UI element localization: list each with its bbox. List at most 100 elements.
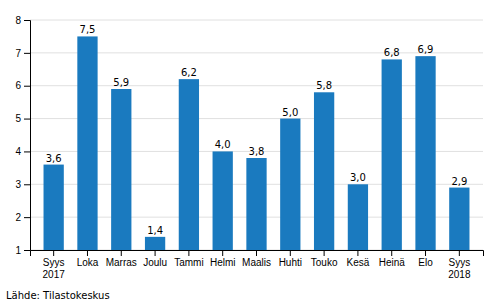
- bar: [348, 184, 368, 250]
- x-tick-label-line: Loka: [77, 257, 99, 268]
- y-tick-label: 3: [15, 179, 21, 190]
- data-label: 5,0: [282, 107, 298, 118]
- y-tick: 3: [15, 179, 30, 190]
- data-label: 2,9: [451, 176, 467, 187]
- x-tick-label-line: Helmi: [210, 257, 236, 268]
- bar: [213, 151, 233, 250]
- grid-line: [30, 52, 483, 53]
- x-tick: Huhti: [279, 250, 302, 268]
- y-tick-mark: [24, 86, 30, 87]
- data-label: 6,8: [384, 47, 400, 58]
- x-tick-label: Marras: [106, 257, 137, 268]
- x-tick-label: Syys2018: [448, 257, 471, 280]
- y-tick-label: 6: [15, 80, 21, 91]
- y-tick-mark: [24, 250, 30, 251]
- x-tick-label-line: Kesä: [347, 257, 370, 268]
- bar: [314, 92, 334, 250]
- x-tick-mark: [324, 250, 325, 256]
- y-tick-label: 2: [15, 212, 21, 223]
- bar: [111, 89, 131, 250]
- bar: [449, 188, 469, 250]
- y-tick: 6: [15, 80, 30, 91]
- x-tick-label-line: 2018: [448, 269, 471, 280]
- y-tick: 1: [15, 245, 30, 256]
- y-axis: 1 2 3 4 5 6 7 8: [15, 15, 30, 256]
- data-label: 1,4: [147, 225, 163, 236]
- x-tick-mark: [155, 250, 156, 256]
- y-tick-mark: [24, 217, 30, 218]
- x-tick-label-line: Touko: [311, 257, 338, 268]
- x-tick-label-line: Tammi: [174, 257, 203, 268]
- x-tick-label-line: Joulu: [143, 257, 167, 268]
- grid: [30, 20, 483, 250]
- x-tick-label-line: Huhti: [279, 257, 302, 268]
- x-tick: Helmi: [210, 250, 236, 268]
- bar: [77, 36, 97, 250]
- y-tick-label: 1: [15, 245, 21, 256]
- bar: [179, 79, 199, 250]
- x-tick-mark: [222, 250, 223, 256]
- x-tick: Kesä: [347, 250, 370, 268]
- x-tick-label: Loka: [77, 257, 99, 268]
- bar: [415, 56, 435, 250]
- x-tick-label: Heinä: [379, 257, 406, 268]
- plot: 1 2 3 4 5 6 7 8 Syys2017 Loka Marras Joulu Tammi Helm…: [15, 15, 483, 280]
- grid-line: [30, 118, 483, 119]
- y-tick-mark: [24, 119, 30, 120]
- x-tick-mark: [87, 250, 88, 256]
- x-tick: Loka: [77, 250, 99, 268]
- x-tick-label: Kesä: [347, 257, 370, 268]
- x-tick: Syys2018: [448, 250, 471, 280]
- x-tick-label: Joulu: [143, 257, 167, 268]
- y-tick: 5: [15, 113, 30, 124]
- y-tick-mark: [24, 53, 30, 54]
- data-label: 5,8: [316, 80, 332, 91]
- x-tick-mark: [290, 250, 291, 256]
- x-tick: Elo: [418, 250, 433, 268]
- x-tick-label: Elo: [418, 257, 433, 268]
- x-tick: Marras: [106, 250, 137, 268]
- bar: [382, 59, 402, 250]
- data-label: 5,9: [113, 77, 129, 88]
- x-tick-label-line: Marras: [106, 257, 137, 268]
- y-tick: 4: [15, 146, 30, 157]
- data-label: 4,0: [215, 139, 231, 150]
- x-tick-label-line: Maalis: [242, 257, 271, 268]
- y-tick-mark: [24, 20, 30, 21]
- x-axis-line: [31, 251, 484, 257]
- x-tick-label: Helmi: [210, 257, 236, 268]
- x-tick-label: Touko: [311, 257, 338, 268]
- bar: [44, 165, 64, 250]
- annotation: Lähde: Tilastokeskus: [6, 290, 110, 301]
- x-tick-label: Tammi: [174, 257, 203, 268]
- x-tick: Heinä: [379, 250, 406, 268]
- grid-line: [30, 20, 483, 21]
- chart: 1 2 3 4 5 6 7 8 Syys2017 Loka Marras Joulu Tammi Helm…: [0, 0, 493, 304]
- data-label: 6,2: [181, 67, 197, 78]
- bar: [145, 237, 165, 250]
- data-label: 3,8: [249, 146, 265, 157]
- bars: [44, 36, 470, 250]
- y-axis-line: [24, 21, 31, 251]
- x-tick-label-line: Syys: [448, 257, 470, 268]
- x-tick-label: Maalis: [242, 257, 271, 268]
- y-tick-mark: [24, 184, 30, 185]
- x-tick: Touko: [311, 250, 338, 268]
- x-tick-mark: [425, 250, 426, 256]
- y-tick-label: 8: [15, 15, 21, 26]
- y-tick: 2: [15, 212, 30, 223]
- data-labels: 3,67,55,91,46,24,03,85,05,83,06,86,92,9: [46, 24, 468, 235]
- x-axis: Syys2017 Loka Marras Joulu Tammi Helmi Maalis H…: [31, 250, 484, 280]
- x-tick-label-line: Elo: [418, 257, 433, 268]
- y-tick: 8: [15, 15, 30, 26]
- data-label: 3,6: [46, 153, 62, 164]
- x-tick-mark: [121, 250, 122, 256]
- x-tick-mark: [53, 250, 54, 256]
- x-tick: Syys2017: [43, 250, 66, 280]
- y-tick: 7: [15, 48, 30, 59]
- x-tick-mark: [357, 250, 358, 256]
- y-tick-label: 4: [15, 146, 21, 157]
- x-tick-mark: [188, 250, 189, 256]
- data-label: 3,0: [350, 172, 366, 183]
- x-tick-mark: [256, 250, 257, 256]
